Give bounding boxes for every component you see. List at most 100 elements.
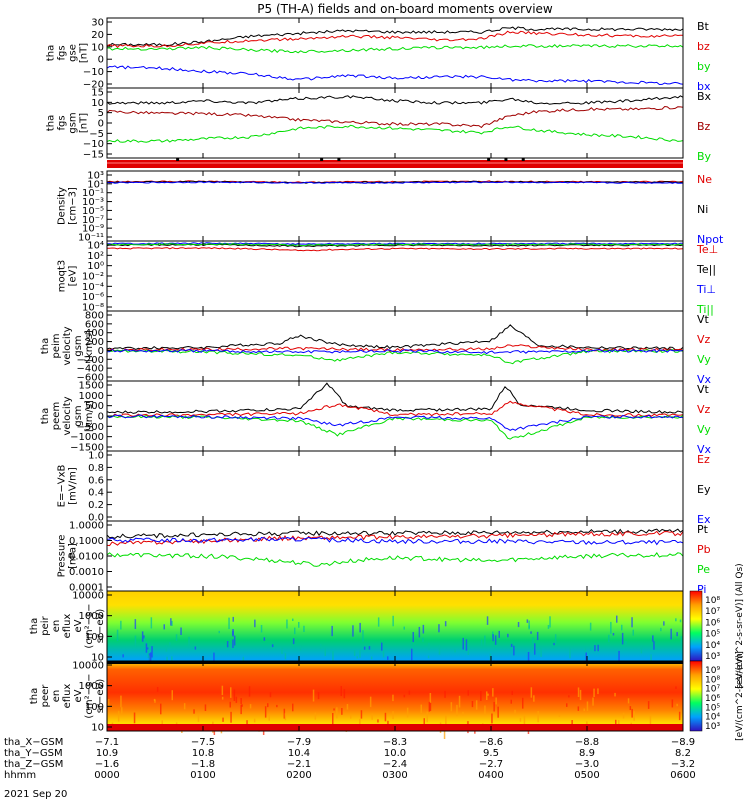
time-axis: tha_X−GSMtha_Y−GSMtha_Z−GSMhhmm−7.110.9−… (4, 737, 696, 781)
y-tick-label: 10⁻¹ (82, 188, 104, 199)
spectrogram-cell (537, 711, 539, 723)
spectrogram-cell (486, 616, 489, 625)
panel-frame (106, 310, 684, 382)
spectrogram-cell (317, 692, 320, 700)
spectrogram-cell (495, 697, 497, 705)
status-marker (320, 158, 324, 161)
y-tick-label: 10¹ (87, 179, 104, 190)
legend-bx: Bx (697, 90, 712, 103)
spectrogram-cell (143, 637, 146, 648)
spectrogram-cell (530, 631, 532, 634)
spectrogram-cell (370, 656, 373, 660)
spectrogram-cell (491, 713, 493, 724)
y-tick-label: −1500 (70, 443, 104, 454)
y-tick-label: −20 (83, 80, 104, 91)
series-bz-line (106, 105, 684, 129)
status-marker (176, 158, 180, 161)
series-vt-line (106, 382, 684, 414)
legend-vz: Vz (697, 403, 711, 416)
spectrogram-cell (422, 637, 424, 642)
spectrogram-cell (584, 646, 587, 652)
spectrogram-cell (627, 698, 630, 704)
spectrogram-cell (427, 655, 430, 659)
y-tick-label: 15 (91, 88, 104, 99)
legend-te: Te|| (696, 263, 716, 276)
spectrogram-cell (597, 688, 599, 695)
spectrogram-cell (670, 628, 672, 640)
spectrogram-cell (649, 715, 652, 726)
colorbar-tick-label: 10⁸ (705, 596, 720, 606)
spectrogram-cell (284, 653, 287, 660)
spectrogram-cell (240, 698, 242, 704)
spectrogram-cell (489, 653, 492, 663)
spectrogram-cell (454, 649, 456, 653)
legend-by: by (697, 60, 711, 73)
x-tick-value: 10.0 (384, 748, 406, 759)
y-axis-label: Density[cm−3] (57, 187, 79, 225)
y-tick-label: 10 (91, 653, 104, 664)
spectrogram-cell (193, 709, 195, 714)
spectrogram-cell (269, 692, 272, 698)
spectrogram-cell (392, 615, 394, 627)
spectrogram-cell (356, 656, 358, 659)
y-tick-label: 800 (85, 311, 104, 322)
spectrogram-cell (120, 695, 122, 708)
status-marker (504, 158, 508, 161)
series-bx-line (106, 95, 684, 105)
y-tick-label: 0.0 (88, 513, 104, 524)
y-axis-label: thapeerenefluxeV(cm²−s−sr−eV) (29, 673, 106, 718)
spectrogram-cell (530, 687, 533, 698)
x-tick-value: 0600 (670, 770, 695, 781)
colorbar-tick-label: 10³ (705, 722, 720, 732)
legend-pt: Pt (697, 523, 709, 536)
spectrogram-cell (429, 693, 432, 703)
spectrogram-cell (150, 652, 152, 664)
panel-7: 1.00.80.6 0.40.2 0.0 E=−VxB[mV/m] Ez Ey Ex (57, 450, 711, 526)
spectrogram-cell (350, 715, 352, 719)
spectrogram-cell (487, 693, 489, 696)
series-by-line (106, 124, 684, 143)
spectrogram-cell (663, 621, 665, 626)
y-tick-label: 10⁻⁶ (82, 292, 104, 303)
spectrogram-cell (170, 618, 172, 626)
spectrogram-cell (333, 708, 335, 711)
spectrogram-cell (526, 619, 529, 623)
spectrogram-cell (292, 618, 294, 621)
spectrogram-cell (122, 654, 124, 658)
spectrogram-cell (368, 646, 371, 650)
spectrogram-cell (590, 647, 592, 650)
colorbar-scale (689, 660, 703, 732)
spectrogram-cell (528, 625, 530, 629)
y-tick-label: −5 (89, 129, 104, 140)
spectrogram-cell (303, 625, 305, 632)
series-bt-line (106, 26, 684, 47)
colorbar-tick-label: 10⁷ (705, 685, 720, 695)
spectrogram-cell (423, 718, 425, 728)
series-vt-line (106, 324, 684, 351)
spectrogram-cell (232, 639, 234, 648)
y-axis-label: thapeirenefluxeV(cm²−s−sr−eV) (29, 603, 106, 648)
x-tick-value: −7.1 (95, 737, 119, 748)
spectrogram-cell (117, 710, 120, 722)
spectrogram-cell (134, 635, 137, 647)
legend-npot: Npot (697, 233, 724, 246)
status-bar (107, 158, 683, 168)
y-tick-label: 10³ (87, 171, 104, 182)
spectrogram-cell (283, 708, 286, 719)
spectrogram-cell (467, 643, 470, 655)
spectrogram-cell (116, 629, 119, 641)
y-tick-label: −600 (77, 373, 104, 384)
spectrogram-cell (314, 712, 317, 720)
spectrogram-cell (387, 656, 389, 660)
spectrogram-cell (540, 646, 542, 657)
spectrogram-cell (222, 717, 224, 722)
colorbar-scale (689, 590, 703, 662)
spectrogram-cell (498, 630, 500, 638)
spectrogram-cell (610, 621, 612, 634)
spectrogram-cell (320, 644, 322, 650)
spectrogram-cell (615, 719, 617, 725)
spectrogram-cell (594, 645, 596, 652)
spectrogram-cell (267, 703, 269, 708)
spectrogram-cell (171, 620, 173, 626)
